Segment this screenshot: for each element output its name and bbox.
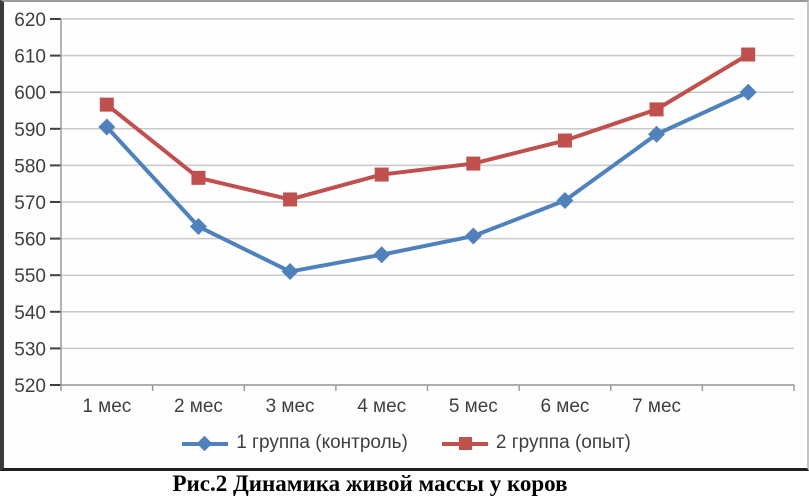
data-point-marker [741,47,756,62]
data-point-marker [739,83,757,101]
data-point-marker [466,156,481,171]
y-axis-label: 620 [14,10,46,31]
legend-label-group2: 2 группа (опыт) [495,432,631,453]
x-axis-label: 2 мес [174,396,223,417]
data-point-marker [648,125,666,143]
data-point-marker [556,192,574,210]
x-axis-label: 3 мес [266,396,315,417]
legend-label-group1: 1 группа (контроль) [236,432,408,453]
data-point-marker [557,133,572,148]
y-axis-label: 520 [14,376,46,397]
square-marker-icon [458,436,472,450]
legend: 1 группа (контроль) 2 группа (опыт) [4,432,809,454]
y-axis-label: 530 [14,339,46,360]
y-axis-label: 550 [14,266,46,287]
data-point-marker [464,227,482,245]
series-line [104,90,751,274]
x-axis-label: 5 мес [449,396,498,417]
x-axis-label: 7 мес [632,396,681,417]
x-axis-label: 1 мес [82,396,131,417]
chart-svg: 520 530 540 550 560 570 580 590 600 610 620 1 мес 2 … [14,10,795,417]
series-line [104,52,751,202]
data-point-marker [374,167,389,182]
legend-item-group2: 2 группа (опыт) [441,432,631,454]
data-point-marker [189,218,207,236]
data-point-marker [191,170,206,185]
y-axis-label: 610 [14,47,46,68]
y-axis-label: 590 [14,120,46,141]
legend-sample-group2 [441,436,488,451]
x-axis-label: 4 мес [357,396,406,417]
y-axis-label: 600 [14,83,46,104]
y-axis-label: 560 [14,230,46,251]
data-point-marker [649,102,664,117]
y-axis-label: 540 [14,303,46,324]
diamond-marker-icon [196,435,213,451]
y-axis-label: 570 [14,193,46,214]
data-point-marker [373,246,391,264]
chart-frame: 520 530 540 550 560 570 580 590 600 610 620 1 мес 2 … [0,0,809,471]
data-point-marker [99,97,114,112]
y-axis-label: 580 [14,156,46,177]
data-point-marker [281,263,299,281]
legend-sample-group1 [182,435,229,451]
data-point-marker [283,192,298,207]
figure-caption: Рис.2 Динамика живой массы у коров [172,471,568,496]
data-point-marker [98,118,116,136]
legend-item-group1: 1 группа (контроль) [182,432,408,454]
x-axis-label: 6 мес [540,396,589,417]
